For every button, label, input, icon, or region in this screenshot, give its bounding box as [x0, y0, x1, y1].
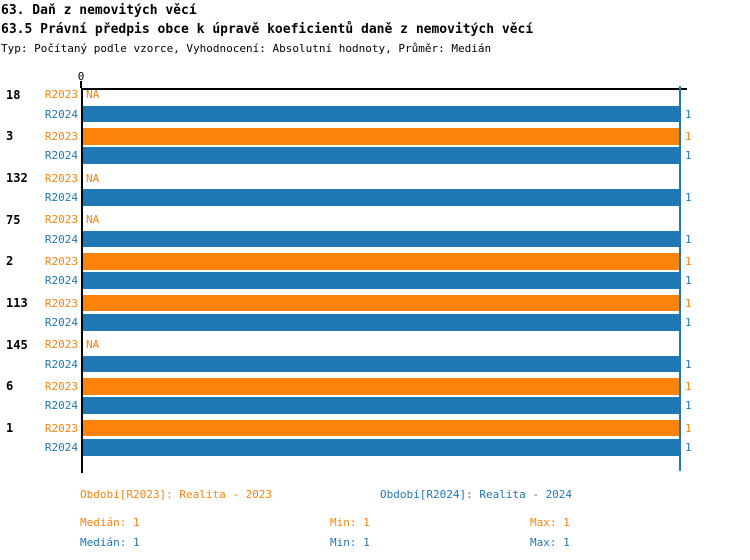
value-one-gridline [679, 86, 681, 471]
series-label-r2023: R2023 [44, 88, 78, 102]
series-label-r2023: R2023 [44, 421, 78, 435]
bar-r2023 [83, 253, 679, 270]
na-label: NA [86, 338, 100, 352]
bar-value-label: 1 [685, 107, 692, 121]
bar-value-label: 1 [685, 315, 692, 329]
category-label: 2 [6, 254, 14, 269]
series-label-r2023: R2023 [44, 213, 78, 227]
category-label: 1 [6, 421, 14, 436]
series-label-r2024: R2024 [44, 357, 78, 371]
bar-r2023 [83, 128, 679, 145]
category-label: 18 [6, 87, 21, 102]
series-label-r2024: R2024 [44, 232, 78, 246]
bar-value-label: 1 [685, 149, 692, 163]
bar-r2024 [83, 272, 679, 289]
series-label-r2024: R2024 [44, 274, 78, 288]
category-label: 3 [6, 129, 14, 144]
category-label: 113 [6, 296, 28, 311]
stat-r2024-median: Medián: 1 [80, 536, 140, 549]
bar-value-label: 1 [685, 421, 692, 435]
category-label: 75 [6, 212, 21, 227]
legend-r2024: Období[R2024]: Realita - 2024 [380, 488, 573, 501]
stat-r2023-median: Medián: 1 [80, 516, 140, 529]
series-label-r2024: R2024 [44, 190, 78, 204]
series-label-r2024: R2024 [44, 315, 78, 329]
stat-r2023-min: Min: 1 [330, 516, 370, 529]
series-label-r2023: R2023 [44, 254, 78, 268]
series-label-r2024: R2024 [44, 107, 78, 121]
chart-meta-line: Typ: Počítaný podle vzorce, Vyhodnocení:… [1, 42, 492, 55]
legend-r2023: Období[R2023]: Realita - 2023 [80, 488, 273, 501]
category-label: 145 [6, 337, 28, 352]
bar-r2023 [83, 419, 679, 437]
chart-subtitle: 63.5 Právní předpis obce k úpravě koefic… [1, 22, 534, 37]
bar-r2024 [83, 355, 679, 373]
bar-value-label: 1 [685, 232, 692, 246]
bar-value-label: 1 [685, 296, 692, 310]
bar-value-label: 1 [685, 440, 692, 454]
bar-r2024 [83, 105, 679, 123]
series-label-r2024: R2024 [44, 440, 78, 454]
series-label-r2023: R2023 [44, 129, 78, 143]
series-label-r2024: R2024 [44, 399, 78, 413]
bar-value-label: 1 [685, 274, 692, 288]
chart-title: 63. Daň z nemovitých věcí [1, 3, 197, 18]
bar-r2024 [83, 439, 679, 456]
na-label: NA [86, 171, 100, 185]
bar-value-label: 1 [685, 254, 692, 268]
stat-r2024-max: Max: 1 [530, 536, 570, 549]
bar-r2024 [83, 147, 679, 164]
bar-r2024 [83, 230, 679, 248]
bar-r2023 [83, 378, 679, 395]
series-label-r2023: R2023 [44, 338, 78, 352]
stat-r2024-min: Min: 1 [330, 536, 370, 549]
bar-r2024 [83, 314, 679, 331]
series-label-r2023: R2023 [44, 379, 78, 393]
bar-value-label: 1 [685, 399, 692, 413]
category-label: 6 [6, 379, 14, 394]
bar-value-label: 1 [685, 357, 692, 371]
x-axis-tick-mark [80, 81, 82, 88]
series-label-r2023: R2023 [44, 171, 78, 185]
bar-value-label: 1 [685, 379, 692, 393]
bar-value-label: 1 [685, 190, 692, 204]
series-label-r2024: R2024 [44, 149, 78, 163]
category-label: 132 [6, 171, 28, 186]
x-axis-tick-label-zero: 0 [77, 70, 85, 83]
stat-r2023-max: Max: 1 [530, 516, 570, 529]
bar-value-label: 1 [685, 129, 692, 143]
bar-r2024 [83, 397, 679, 414]
bar-r2023 [83, 294, 679, 312]
bar-r2024 [83, 189, 679, 206]
x-axis-line [81, 88, 687, 90]
na-label: NA [86, 88, 100, 102]
y-axis-line [81, 88, 83, 473]
series-label-r2023: R2023 [44, 296, 78, 310]
na-label: NA [86, 213, 100, 227]
